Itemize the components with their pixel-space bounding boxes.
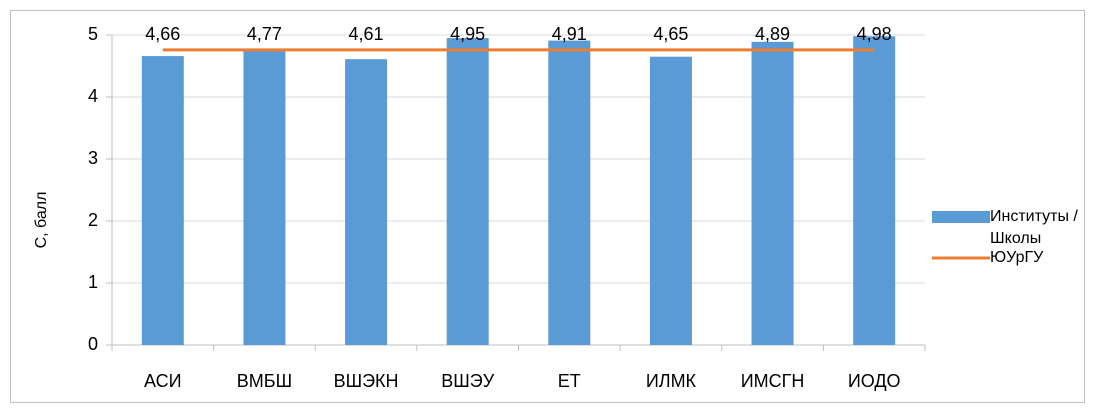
x-tick-label: ИЛМК [646,371,697,391]
x-tick-label: ВМБШ [237,371,292,391]
bar [243,49,286,345]
x-tick-label: ВШЭУ [441,371,494,391]
legend-swatch [932,211,990,223]
x-tick-label: АСИ [144,371,182,391]
bar [649,56,692,345]
bar [751,41,794,345]
y-tick-label: 5 [88,24,98,44]
x-tick-label: ЕТ [558,371,581,391]
legend-item: Институты / Школы [990,208,1078,247]
data-label: 4,66 [145,24,180,44]
legend-label: Институты / Школы [990,208,1078,247]
data-label: 4,91 [552,24,587,44]
y-tick-label: 3 [88,148,98,168]
y-tick-label: 1 [88,272,98,292]
chart-frame [10,10,1085,403]
legend-item: ЮУрГУ [990,249,1044,266]
bar [548,40,591,346]
data-label: 4,89 [755,24,790,44]
bar [446,38,489,345]
y-tick-label: 2 [88,210,98,230]
y-tick-label: 0 [88,334,98,354]
legend-label: ЮУрГУ [990,249,1044,266]
y-tick-label: 4 [88,86,98,106]
bar [345,59,388,346]
x-tick-label: ИОДО [848,371,901,391]
x-tick-label: ИМСГН [741,371,805,391]
data-label: 4,65 [653,24,688,44]
data-label: 4,95 [450,24,485,44]
y-axis-label: С, балл [33,192,50,249]
data-label: 4,61 [349,24,384,44]
data-label: 4,98 [857,24,892,44]
x-tick-label: ВШЭКН [334,371,399,391]
bar [853,36,896,346]
data-label: 4,77 [247,24,282,44]
bar [141,56,184,346]
